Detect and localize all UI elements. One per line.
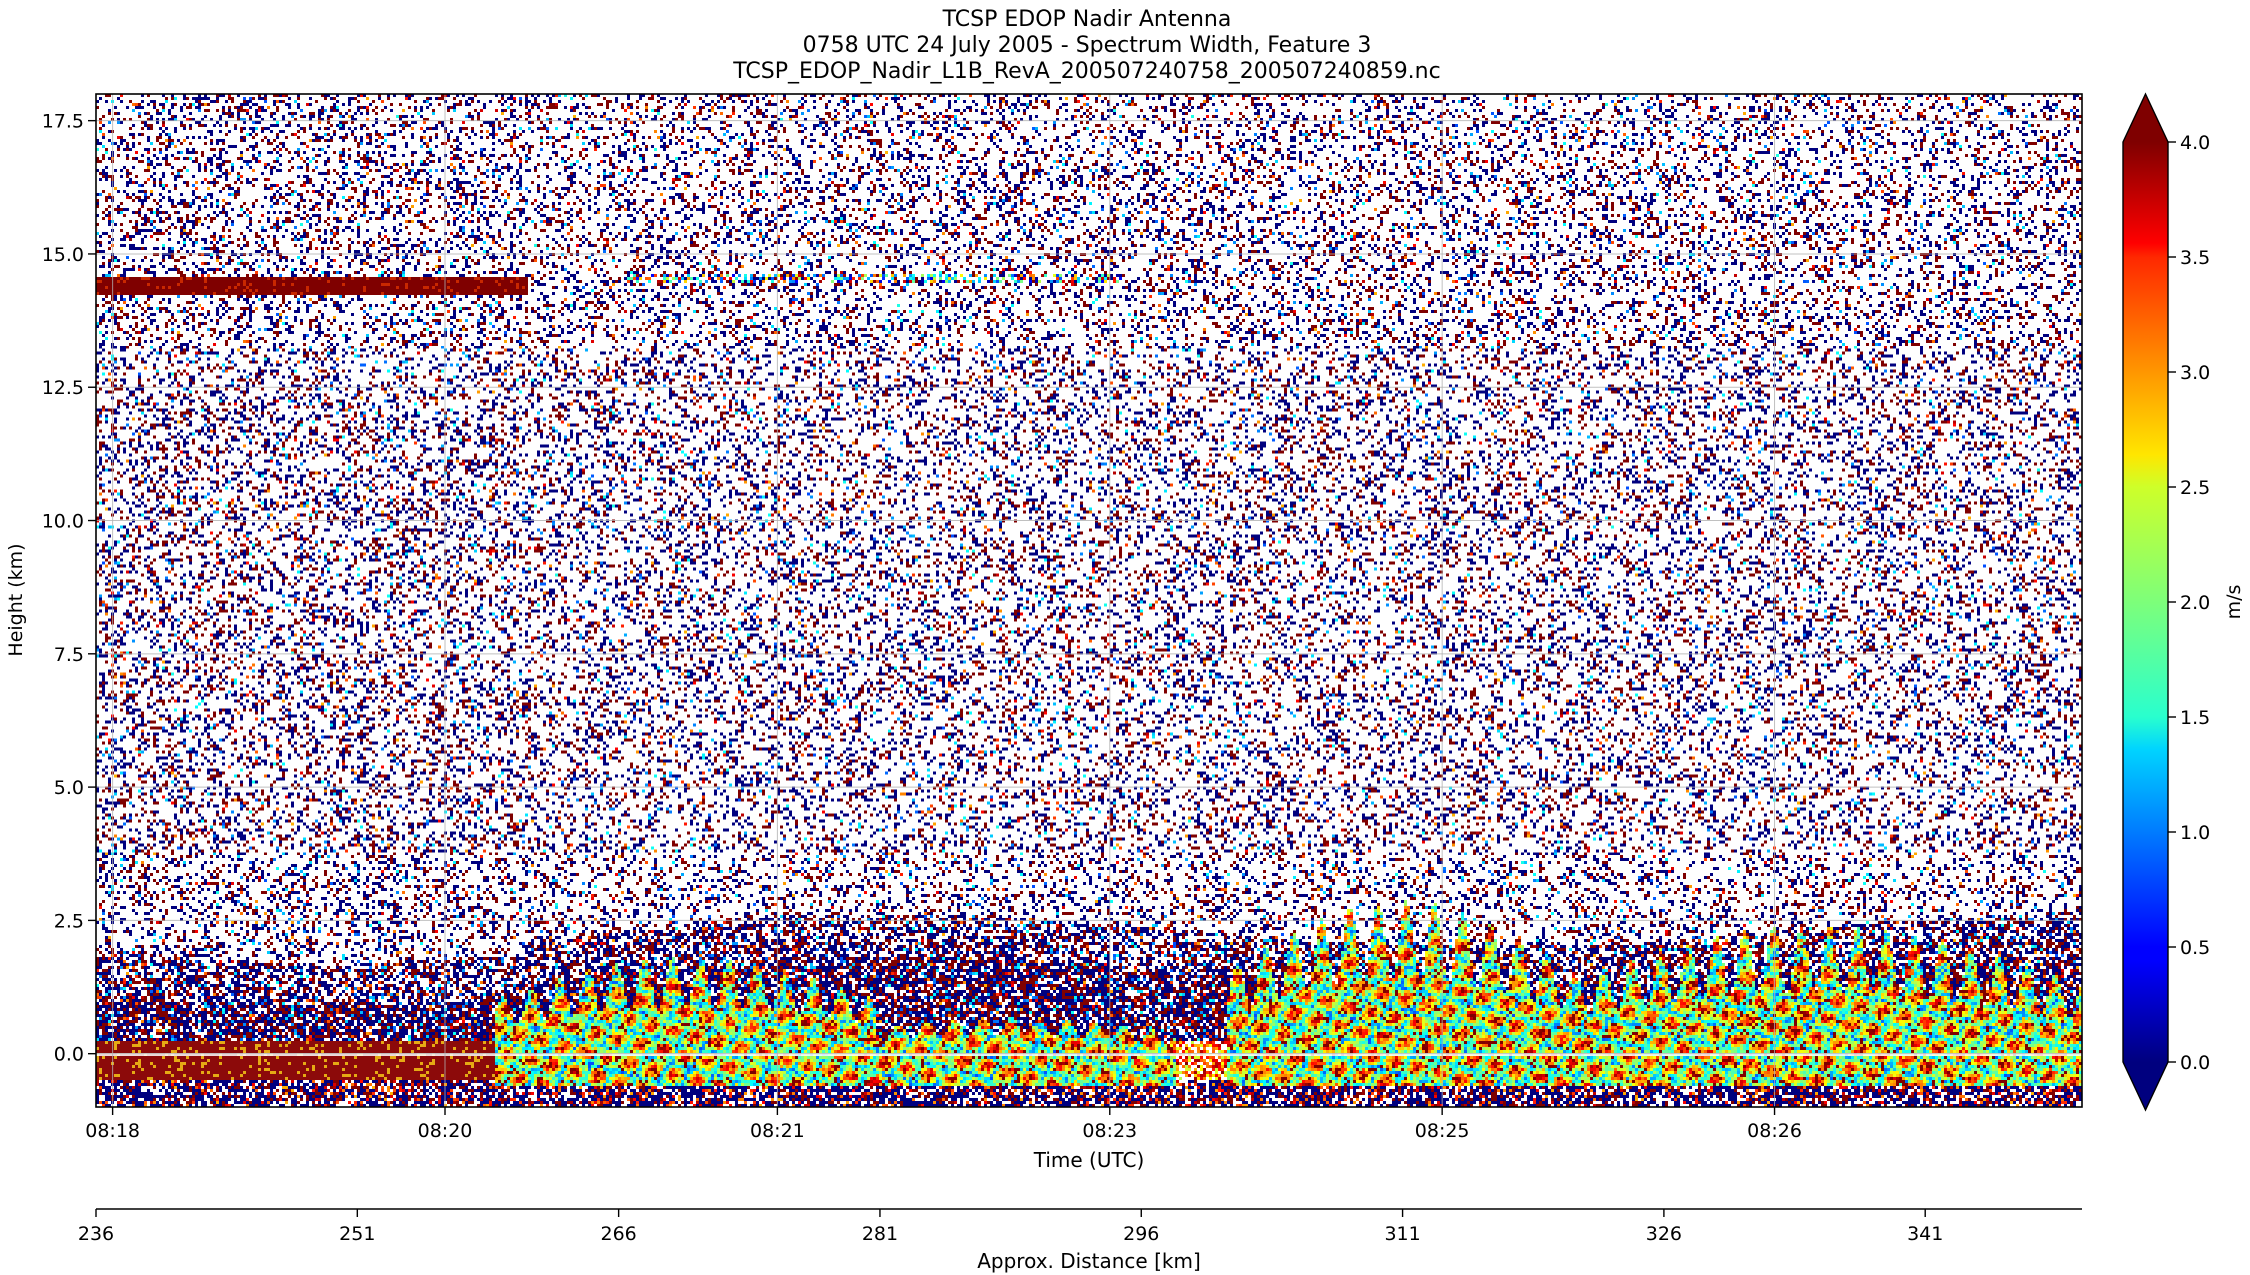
distance-tick-label: 296 [1123,1223,1159,1245]
colorbar-label: m/s [2223,585,2245,620]
heatmap-canvas [96,94,2082,1107]
x-axis: 08:18 08:20 08:21 08:23 08:25 08:26 [85,1107,1802,1142]
colorbar-tick-label: 2.0 [2180,592,2210,614]
x-tick-label: 08:21 [750,1120,805,1142]
y-tick-label: 10.0 [42,511,84,533]
colorbar-tick-label: 1.5 [2180,707,2210,729]
colorbar-under-extension [2123,1062,2168,1110]
y-tick-label: 12.5 [42,377,84,399]
chart-filename: TCSP_EDOP_Nadir_L1B_RevA_200507240758_20… [732,59,1440,84]
y-tick-label: 17.5 [42,111,84,133]
x-tick-label: 08:26 [1747,1120,1802,1142]
colorbar-tick-label: 4.0 [2180,132,2210,154]
distance-tick-label: 236 [78,1223,114,1245]
x-tick-label: 08:25 [1415,1120,1470,1142]
y-tick-label: 7.5 [54,644,84,666]
colorbar-gradient [2123,142,2168,1062]
grid-lines [96,94,2082,1107]
colorbar-tick-label: 3.0 [2180,362,2210,384]
distance-axis-label: Approx. Distance [km] [977,1249,1201,1273]
colorbar: 0.0 0.5 1.0 1.5 2.0 2.5 3.0 3.5 4.0 m/s [2122,92,2245,1112]
chart-title: TCSP EDOP Nadir Antenna [942,7,1232,32]
distance-axis: 236 251 266 281 296 311 326 341 Approx. Distanc… [78,1208,2082,1273]
distance-tick-label: 341 [1907,1223,1943,1245]
colorbar-tick-label: 1.0 [2180,822,2210,844]
y-axis: 0.0 2.5 5.0 7.5 10.0 12.5 15.0 17.5 [42,111,96,1066]
plot-area [95,93,2083,1108]
x-tick-label: 08:18 [85,1120,140,1142]
distance-tick-label: 266 [600,1223,636,1245]
x-tick-label: 08:20 [418,1120,473,1142]
colorbar-tick-label: 2.5 [2180,477,2210,499]
distance-tick-label: 251 [339,1223,375,1245]
colorbar-over-extension [2123,94,2168,142]
distance-tick-label: 311 [1384,1223,1420,1245]
y-tick-label: 5.0 [54,777,84,799]
y-tick-label: 2.5 [54,910,84,932]
y-tick-label: 15.0 [42,244,84,266]
colorbar-tick-label: 0.0 [2180,1052,2210,1074]
plot-frame [95,93,2083,1108]
chart-subtitle: 0758 UTC 24 July 2005 - Spectrum Width, … [803,33,1372,58]
distance-tick-label: 281 [862,1223,898,1245]
y-axis-label: Height (km) [5,543,27,656]
colorbar-tick-label: 3.5 [2180,247,2210,269]
x-axis-label: Time (UTC) [1033,1148,1145,1172]
colorbar-tick-label: 0.5 [2180,937,2210,959]
distance-tick-label: 326 [1646,1223,1682,1245]
y-tick-label: 0.0 [54,1044,84,1066]
x-tick-label: 08:23 [1082,1120,1137,1142]
